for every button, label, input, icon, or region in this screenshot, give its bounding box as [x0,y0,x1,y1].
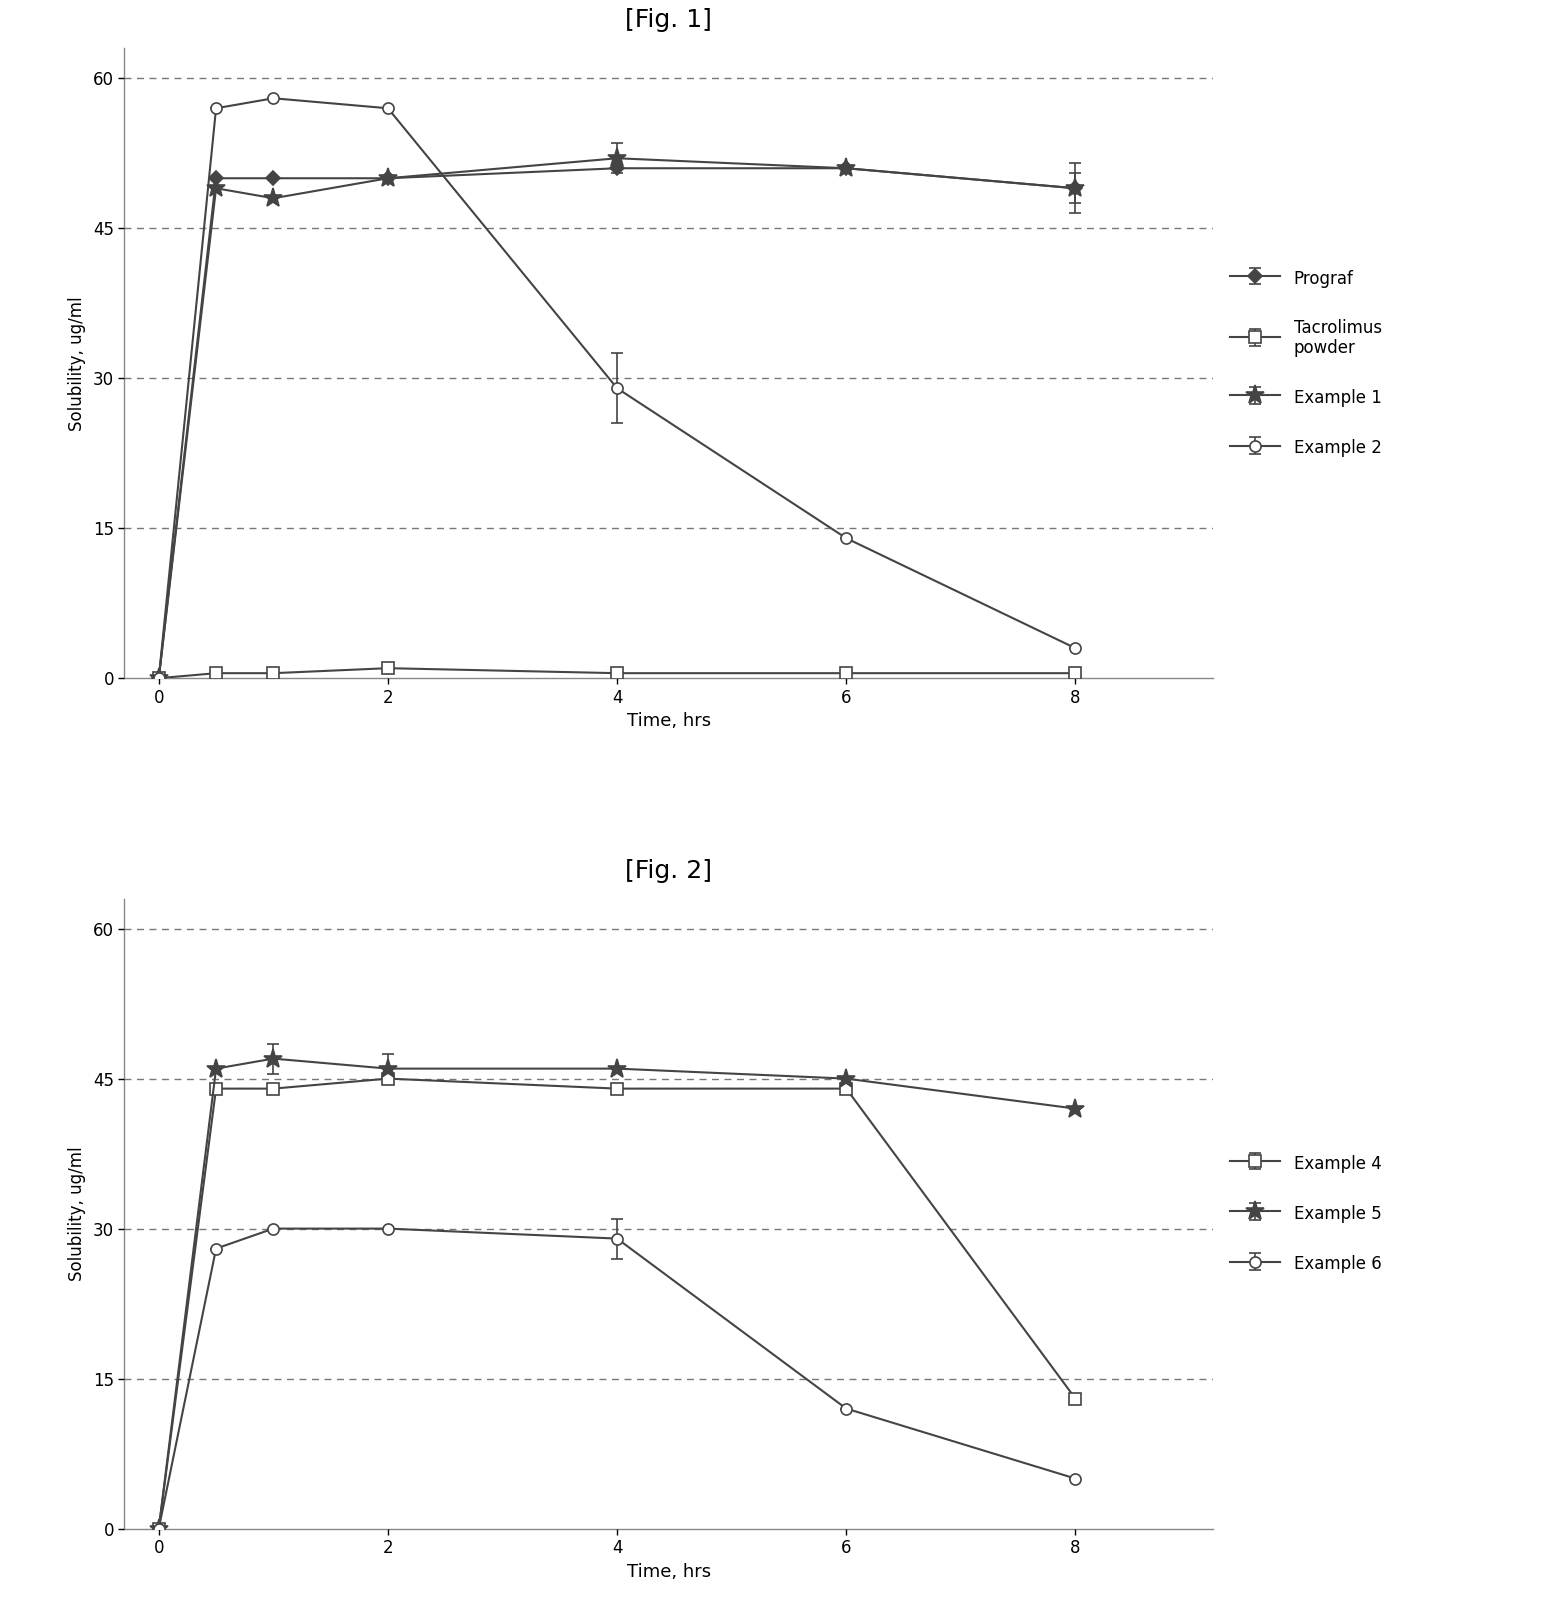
X-axis label: Time, hrs: Time, hrs [627,1562,711,1580]
Title: [Fig. 2]: [Fig. 2] [625,859,712,883]
X-axis label: Time, hrs: Time, hrs [627,713,711,730]
Y-axis label: Solubility, ug/ml: Solubility, ug/ml [68,1146,86,1281]
Title: [Fig. 1]: [Fig. 1] [625,8,712,32]
Legend: Example 4, Example 5, Example 6: Example 4, Example 5, Example 6 [1224,1147,1389,1281]
Y-axis label: Solubility, ug/ml: Solubility, ug/ml [68,296,86,431]
Legend: Prograf, Tacrolimus
powder, Example 1, Example 2: Prograf, Tacrolimus powder, Example 1, E… [1224,262,1389,465]
